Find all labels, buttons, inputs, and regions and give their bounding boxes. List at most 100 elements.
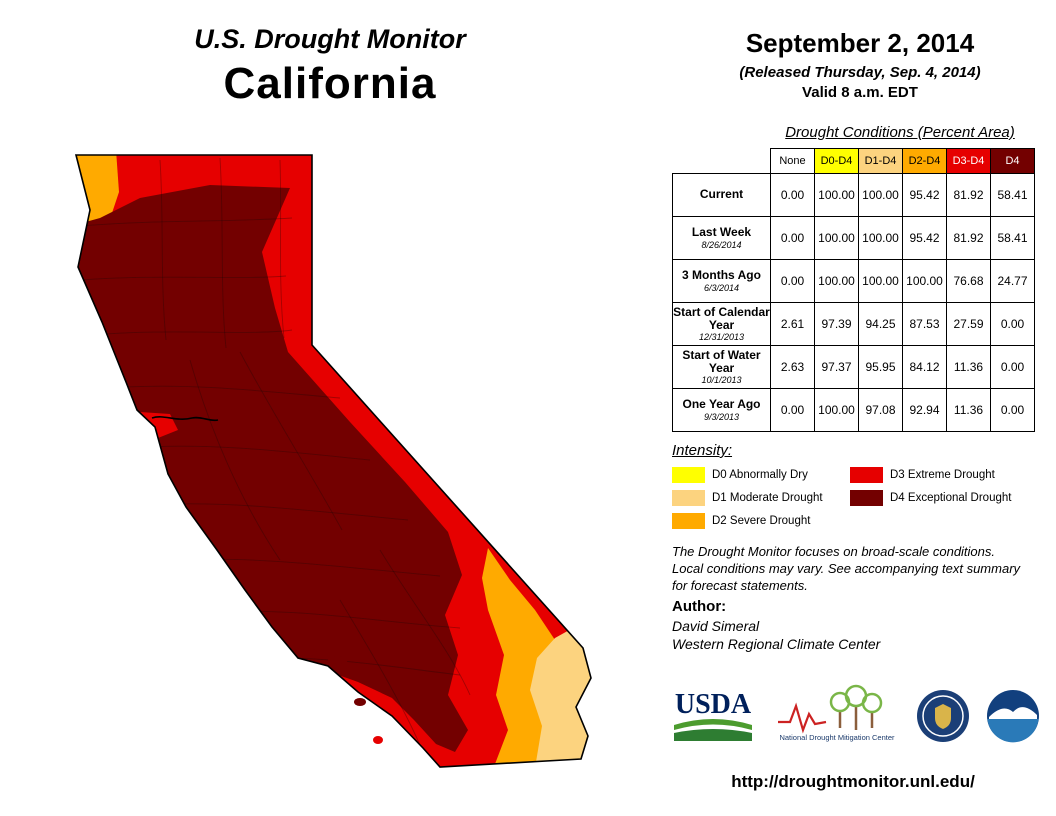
table-row-current: Current 0.00 100.00 100.00 95.42 81.92 5… bbox=[672, 173, 1035, 217]
county-boundaries bbox=[79, 157, 471, 746]
table-cell: 11.36 bbox=[946, 388, 991, 432]
table-cell: 95.95 bbox=[858, 345, 903, 389]
usda-logo: USDA bbox=[668, 685, 758, 752]
table-cell: 0.00 bbox=[770, 388, 815, 432]
d1-moderate-region bbox=[530, 628, 591, 762]
table-cell: 0.00 bbox=[770, 259, 815, 303]
title-block: U.S. Drought Monitor California bbox=[110, 24, 550, 109]
table-title: Drought Conditions (Percent Area) bbox=[785, 124, 1015, 141]
disclaimer-line: The Drought Monitor focuses on broad-sca… bbox=[672, 544, 996, 559]
table-cell: 81.92 bbox=[946, 173, 991, 217]
ndmc-caption: National Drought Mitigation Center bbox=[779, 733, 895, 742]
table-cell: 100.00 bbox=[814, 216, 859, 260]
table-cell: 84.12 bbox=[902, 345, 947, 389]
table-cell: 81.92 bbox=[946, 216, 991, 260]
valid-time: Valid 8 a.m. EDT bbox=[802, 84, 918, 101]
table-cell: 100.00 bbox=[902, 259, 947, 303]
table-cell: 2.63 bbox=[770, 345, 815, 389]
d2-color-swatch bbox=[672, 513, 705, 529]
legend-label: D3 Extreme Drought bbox=[890, 469, 995, 481]
commerce-seal-logo bbox=[916, 689, 970, 748]
disclaimer-line: for forecast statements. bbox=[672, 578, 808, 594]
d1-color-swatch bbox=[672, 490, 705, 506]
table-row-last-week: Last Week 8/26/2014 0.00 100.00 100.00 9… bbox=[672, 216, 1035, 260]
row-period-label: 3 Months Ago bbox=[682, 268, 761, 283]
page-title: U.S. Drought Monitor bbox=[194, 24, 466, 54]
column-header-d0d4: D0-D4 bbox=[814, 148, 859, 174]
usda-swoosh-icon bbox=[674, 719, 752, 730]
row-period-date: 12/31/2013 bbox=[698, 332, 745, 343]
table-cell: 2.61 bbox=[770, 302, 815, 346]
row-period-date: 6/3/2014 bbox=[703, 282, 740, 293]
d4-color-swatch bbox=[850, 490, 883, 506]
column-header-d4: D4 bbox=[990, 148, 1035, 174]
table-header-row: None D0-D4 D1-D4 D2-D4 D3-D4 D4 bbox=[672, 148, 1035, 174]
commerce-shield-icon bbox=[935, 704, 951, 729]
released-date: (Released Thursday, Sep. 4, 2014) bbox=[739, 64, 981, 81]
column-header-d2d4: D2-D4 bbox=[902, 148, 947, 174]
legend-item-d0: D0 Abnormally Dry bbox=[672, 467, 850, 483]
table-cell: 58.41 bbox=[990, 173, 1035, 217]
row-period-label: Start of Calendar Year bbox=[673, 304, 770, 332]
row-period-date: 10/1/2013 bbox=[701, 375, 742, 386]
table-row-one-year-ago: One Year Ago 9/3/2013 0.00 100.00 97.08 … bbox=[672, 388, 1035, 432]
logo-row: USDA National Drought Mitigation Center bbox=[668, 684, 1040, 753]
ndmc-line-icon bbox=[778, 702, 827, 734]
legend-item-d1: D1 Moderate Drought bbox=[672, 490, 850, 506]
row-period-label: Last Week bbox=[691, 225, 752, 240]
table-cell: 95.42 bbox=[902, 173, 947, 217]
table-cell: 97.39 bbox=[814, 302, 859, 346]
table-cell: 100.00 bbox=[814, 388, 859, 432]
table-cell: 0.00 bbox=[990, 345, 1035, 389]
legend-title: Intensity: bbox=[672, 442, 733, 459]
table-cell: 95.42 bbox=[902, 216, 947, 260]
column-header-d3d4: D3-D4 bbox=[946, 148, 991, 174]
disclaimer-line: Local conditions may vary. See accompany… bbox=[672, 561, 1021, 577]
intensity-legend: Intensity: D0 Abnormally Dry D1 Moderate… bbox=[672, 442, 1044, 536]
legend-label: D0 Abnormally Dry bbox=[712, 469, 808, 481]
author-name: David Simeral bbox=[672, 618, 760, 634]
author-organization: Western Regional Climate Center bbox=[672, 636, 881, 652]
row-period-label: One Year Ago bbox=[682, 397, 761, 412]
ndmc-logo: National Drought Mitigation Center bbox=[774, 684, 900, 753]
legend-label: D2 Severe Drought bbox=[712, 515, 811, 527]
ndmc-trees-icon bbox=[829, 684, 883, 730]
california-outline bbox=[74, 154, 592, 768]
table-row-3-months-ago: 3 Months Ago 6/3/2014 0.00 100.00 100.00… bbox=[672, 259, 1035, 303]
usda-logo-text: USDA bbox=[675, 689, 752, 720]
author-block: Author: David Simeral Western Regional C… bbox=[672, 598, 1056, 652]
table-cell: 97.37 bbox=[814, 345, 859, 389]
table-cell: 27.59 bbox=[946, 302, 991, 346]
table-cell: 0.00 bbox=[990, 302, 1035, 346]
report-date: September 2, 2014 bbox=[745, 28, 975, 58]
legend-item-d2: D2 Severe Drought bbox=[672, 513, 850, 529]
california-map-svg bbox=[74, 154, 592, 768]
noaa-logo bbox=[986, 689, 1040, 748]
table-cell: 97.08 bbox=[858, 388, 903, 432]
table-cell: 0.00 bbox=[770, 173, 815, 217]
region-title: California bbox=[223, 59, 437, 108]
column-header-d1d4: D1-D4 bbox=[858, 148, 903, 174]
table-cell: 0.00 bbox=[770, 216, 815, 260]
date-block: September 2, 2014 (Released Thursday, Se… bbox=[690, 28, 1030, 101]
sf-bay-water bbox=[151, 416, 219, 422]
row-period-label: Current bbox=[699, 187, 744, 202]
california-drought-map bbox=[40, 130, 610, 800]
author-label: Author: bbox=[672, 598, 727, 615]
table-cell: 58.41 bbox=[990, 216, 1035, 260]
table-cell: 100.00 bbox=[814, 173, 859, 217]
table-cell: 87.53 bbox=[902, 302, 947, 346]
table-cell: 0.00 bbox=[990, 388, 1035, 432]
column-header-none: None bbox=[770, 148, 815, 174]
table-cell: 100.00 bbox=[814, 259, 859, 303]
table-cell: 92.94 bbox=[902, 388, 947, 432]
table-row-start-calendar-year: Start of Calendar Year 12/31/2013 2.61 9… bbox=[672, 302, 1035, 346]
table-cell: 94.25 bbox=[858, 302, 903, 346]
table-cell: 24.77 bbox=[990, 259, 1035, 303]
table-cell: 100.00 bbox=[858, 259, 903, 303]
legend-label: D1 Moderate Drought bbox=[712, 492, 823, 504]
table-cell: 11.36 bbox=[946, 345, 991, 389]
disclaimer-text: The Drought Monitor focuses on broad-sca… bbox=[672, 543, 1056, 594]
row-period-date: 8/26/2014 bbox=[701, 239, 742, 250]
